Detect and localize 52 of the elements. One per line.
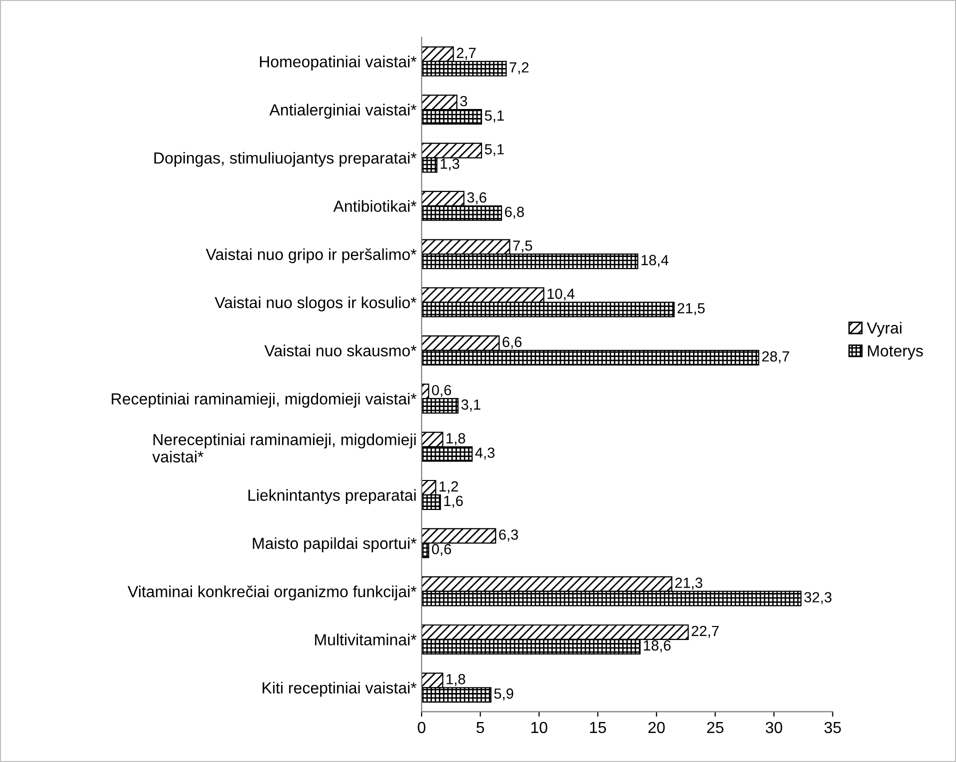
legend-label: Vyrai — [866, 322, 902, 337]
data-label: 2,7 — [456, 48, 476, 60]
data-label: 1,3 — [440, 158, 460, 171]
y-tick-label: Vaistai nuo skausmo* — [264, 344, 416, 356]
y-tick-label: Receptiniai raminamieji, migdomieji vaistai* — [112, 392, 416, 408]
data-label: 3,1 — [461, 399, 480, 412]
data-label: 1,8 — [446, 433, 466, 446]
x-tick-label: 5 — [476, 722, 484, 734]
data-label: 6,3 — [499, 529, 518, 542]
data-label: 1,8 — [446, 674, 466, 686]
x-tick-label: 10 — [531, 722, 548, 734]
data-label: 0,6 — [432, 384, 452, 398]
data-label: 1,2 — [440, 481, 458, 494]
data-label: 7,5 — [513, 240, 532, 253]
data-label: 6,8 — [504, 206, 524, 219]
y-tick-label: Kiti receptiniai vaistai* — [262, 682, 416, 697]
y-tick-label: Dopingas, stimuliuojantys preparatai* — [154, 152, 416, 167]
data-label: 4,3 — [475, 448, 495, 460]
data-label: 1,6 — [444, 496, 463, 508]
y-tick-label: Maisto papildai sportui* — [252, 537, 416, 552]
data-label: 5,9 — [494, 688, 514, 700]
data-label: 21,5 — [678, 303, 705, 316]
data-label: 22,7 — [692, 626, 719, 638]
data-label: 32,3 — [804, 592, 832, 604]
x-tick-label: 15 — [590, 722, 606, 734]
data-label: 0,6 — [432, 544, 452, 556]
x-tick-label: 0 — [418, 722, 426, 734]
y-tick-label: Lieknintantys preparatai — [248, 489, 416, 504]
data-label: 5,1 — [484, 110, 504, 122]
y-tick-label: Vitaminai konkrečiai organizmo funkcijai* — [128, 585, 416, 600]
legend-label: Moterys — [868, 345, 923, 360]
x-tick-label: 20 — [648, 722, 665, 734]
data-label: 3,6 — [467, 192, 486, 204]
y-tick-label: Homeopatiniai vaistai* — [260, 56, 416, 71]
data-label: 28,7 — [762, 351, 790, 364]
y-tick-label: Vaistai nuo gripo ir peršalimo* — [206, 248, 416, 264]
y-tick-label: Vaistai nuo slogos ir kosulio* — [214, 296, 416, 312]
y-tick-label: Multivitaminai* — [315, 634, 416, 646]
data-label: 6,6 — [502, 336, 522, 349]
data-label: 18,6 — [644, 640, 671, 652]
data-label: 5,1 — [484, 144, 504, 156]
x-tick-label: 25 — [707, 722, 724, 734]
x-tick-label: 30 — [766, 722, 782, 734]
data-label: 7,2 — [510, 62, 528, 74]
data-label: 21,3 — [675, 578, 702, 590]
y-tick-label: Antialerginiai vaistai* — [269, 104, 416, 119]
data-label: 3 — [460, 96, 468, 106]
y-tick-label: Nereceptiniai raminamieji, migdomieji vaistai* — [152, 434, 416, 462]
x-tick-label: 35 — [824, 722, 841, 734]
data-label: 18,4 — [642, 254, 668, 267]
y-tick-label: Antibiotikai* — [333, 200, 416, 212]
data-label: 10,4 — [548, 288, 574, 301]
